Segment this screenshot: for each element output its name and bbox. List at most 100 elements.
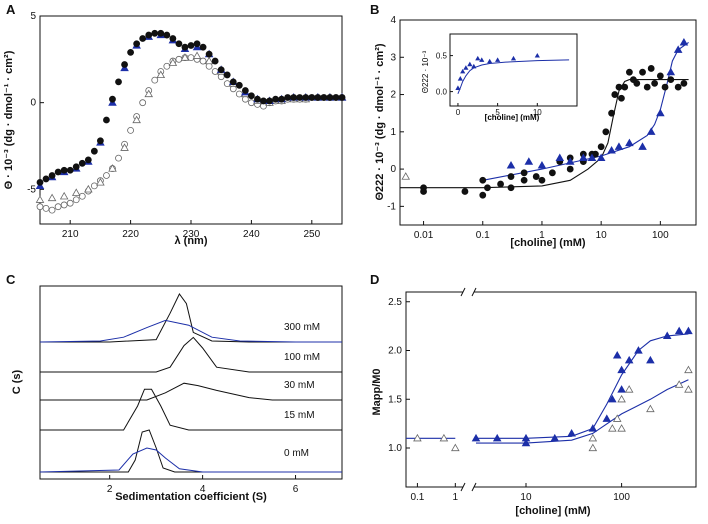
panel-b-inset-point xyxy=(455,85,461,90)
axis-break-mark xyxy=(460,287,466,297)
panel-a-point xyxy=(199,57,207,65)
panel-d-point xyxy=(662,331,672,339)
panel-b-inset-point xyxy=(475,55,481,61)
panel-a: 210 220 230 240 250 -5 0 5 λ (nm) Θ · 10⁻³ (dg … xyxy=(3,11,347,247)
axis-break-gap xyxy=(463,289,474,295)
panel-d-xtick-label: 100 xyxy=(613,492,630,503)
panel-b-point xyxy=(647,65,655,72)
panel-a-point xyxy=(59,191,69,200)
panel-d-fit-line xyxy=(476,333,689,439)
panel-d-point xyxy=(617,394,626,403)
panel-b-xlabel: [choline] (mM) xyxy=(510,237,585,249)
panel-label-a: A xyxy=(6,2,16,17)
panel-d-ytick-label: 1.0 xyxy=(388,443,402,454)
panel-c-xtick-label: 4 xyxy=(200,484,206,495)
panel-b-point xyxy=(602,128,610,136)
panel-b-xtick-label: 0.01 xyxy=(414,230,434,241)
panel-a-point xyxy=(54,203,62,211)
panel-b-inset-point xyxy=(534,53,540,58)
panel-c-series-label: 300 mM xyxy=(284,322,320,333)
panel-b-point xyxy=(618,94,625,102)
panel-a-point xyxy=(151,76,159,84)
panel-d-point xyxy=(684,385,693,393)
panel-a-point xyxy=(71,188,81,196)
panel-a-point xyxy=(260,97,267,105)
panel-a-point xyxy=(121,61,128,68)
panel-b-point xyxy=(579,153,588,162)
panel-b-point xyxy=(507,173,515,180)
panel-a-point xyxy=(48,172,56,179)
panel-a-point xyxy=(290,94,298,101)
panel-d-xtick-label: 10 xyxy=(520,492,532,503)
panel-b-inset-ytick-label: 0.5 xyxy=(436,52,448,61)
panel-a-point xyxy=(127,49,135,56)
panel-a-point xyxy=(42,204,50,212)
panel-b-point xyxy=(566,165,574,173)
panel-b-point xyxy=(643,83,651,91)
panel-c-trace xyxy=(40,429,342,473)
panel-d-point xyxy=(451,443,460,452)
panel-a-point xyxy=(157,29,165,37)
panel-d-ytick-label: 2.5 xyxy=(388,297,402,308)
panel-a-point xyxy=(156,70,166,79)
panel-d-point xyxy=(588,424,598,432)
panel-c-trace xyxy=(40,293,342,343)
panel-a-point xyxy=(54,168,62,176)
panel-b-point xyxy=(607,146,616,154)
panel-b-point xyxy=(507,184,515,192)
panel-d-point xyxy=(588,433,598,442)
panel-c: 2 4 6 300 mM 100 mM 30 mM 15 mM 0 mM Sedimenta… xyxy=(11,285,343,503)
panel-d-point xyxy=(646,355,655,364)
panel-a-ytick-label: 5 xyxy=(30,11,36,22)
panel-a-point xyxy=(120,143,129,151)
panel-a-point xyxy=(326,94,334,101)
panel-d-point xyxy=(550,433,560,442)
panel-b-ytick-label: 2 xyxy=(390,90,396,101)
panel-a-point xyxy=(66,199,74,207)
panel-b-xtick-label: 1 xyxy=(539,230,545,241)
panel-d-xtick-label: 1 xyxy=(453,492,459,503)
panel-a-point xyxy=(247,92,255,100)
panel-d-point xyxy=(608,394,617,403)
panel-a-point xyxy=(60,201,68,209)
panel-a-point xyxy=(272,95,279,103)
panel-a-point xyxy=(235,81,243,89)
panel-a-point xyxy=(36,203,44,211)
panel-a-point xyxy=(139,99,147,107)
panel-b-point xyxy=(626,68,633,76)
panel-a-ytick-label: -5 xyxy=(27,184,36,195)
panel-b-inset-point xyxy=(471,63,477,69)
axis-break-mark xyxy=(460,482,466,492)
panel-a-point xyxy=(254,95,261,103)
panel-a-point xyxy=(296,94,304,101)
panel-d-point xyxy=(624,355,634,364)
panel-d-point xyxy=(674,326,684,335)
panel-b-inset-point xyxy=(495,57,501,62)
panel-b-point xyxy=(479,176,487,184)
panel-b-point xyxy=(615,83,623,91)
panel-d-point xyxy=(612,350,622,359)
panel-d-point xyxy=(608,424,617,432)
panel-a-point xyxy=(84,156,92,164)
panel-b-inset-xtick-label: 0 xyxy=(456,108,461,117)
panel-b-point xyxy=(520,169,528,177)
panel-d-xlabel: [choline] (mM) xyxy=(515,505,590,517)
panel-a-point xyxy=(36,178,44,186)
panel-a-point xyxy=(205,62,213,70)
panel-a-point xyxy=(308,94,316,101)
panel-b-inset-point xyxy=(479,57,485,62)
panel-a-point xyxy=(332,94,340,101)
panel-c-frame xyxy=(39,285,343,480)
panel-a-point xyxy=(229,78,237,86)
panel-c-series-label: 15 mM xyxy=(284,410,315,421)
panel-a-point xyxy=(96,177,105,186)
panel-b-point xyxy=(633,79,641,87)
panel-b-point xyxy=(608,109,615,117)
panel-a-point xyxy=(235,90,243,98)
panel-d-point xyxy=(588,443,598,452)
panel-a-point xyxy=(180,53,190,61)
panel-b-point xyxy=(597,143,605,151)
panel-b-point xyxy=(484,184,491,192)
panel-b-point xyxy=(420,188,427,195)
panel-a-point xyxy=(223,80,231,87)
